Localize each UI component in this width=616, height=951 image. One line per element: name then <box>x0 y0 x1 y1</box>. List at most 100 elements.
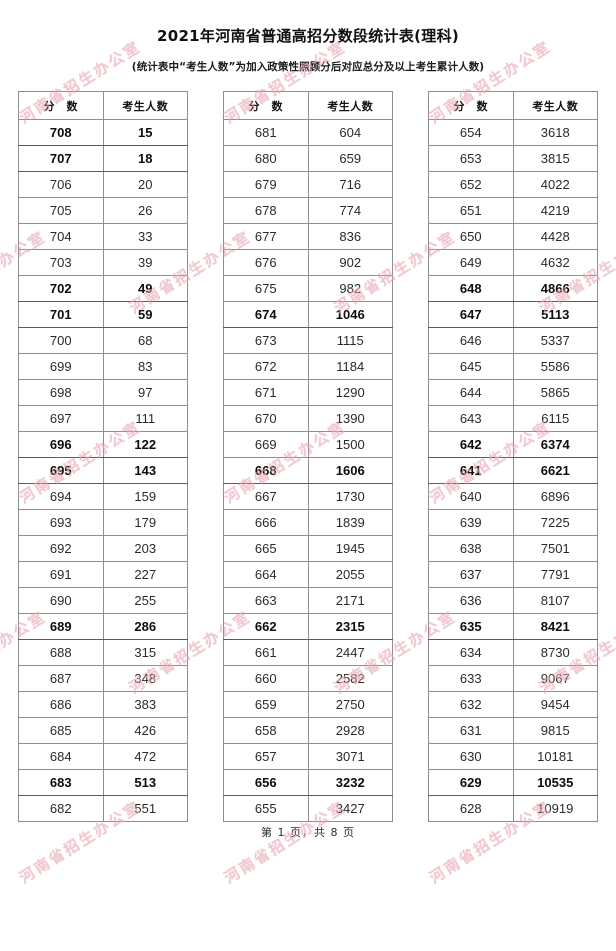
table-row: 653 3815 <box>428 145 598 172</box>
cell-score: 684 <box>18 743 104 770</box>
table-row: 666 1839 <box>223 509 393 536</box>
cell-count: 383 <box>102 691 188 718</box>
cell-score: 687 <box>18 665 104 692</box>
score-table-3: 分 数考生人数 654 3618 653 3815 652 4022 651 4219 650 44… <box>428 91 598 822</box>
cell-score: 638 <box>428 535 514 562</box>
cell-score: 685 <box>18 717 104 744</box>
table-row: 685 426 <box>18 717 188 744</box>
document-page: 河南省招生办公室 河南省招生办公室 河南省招生办公室 河南省招生办公室 河南省招生办公室… <box>0 27 616 887</box>
cell-count: 3618 <box>512 119 598 146</box>
table-row: 706 20 <box>18 171 188 198</box>
cell-score: 659 <box>223 691 309 718</box>
cell-score: 640 <box>428 483 514 510</box>
table-row: 668 1606 <box>223 457 393 484</box>
cell-count: 315 <box>102 639 188 666</box>
cell-count: 5865 <box>512 379 598 406</box>
table-row: 664 2055 <box>223 561 393 588</box>
cell-score: 677 <box>223 223 309 250</box>
cell-count: 2315 <box>307 613 393 640</box>
cell-count: 6896 <box>512 483 598 510</box>
cell-count: 4866 <box>512 275 598 302</box>
table-row: 697 111 <box>18 405 188 432</box>
table-row: 681 604 <box>223 119 393 146</box>
cell-count: 18 <box>102 145 188 172</box>
table-row: 696 122 <box>18 431 188 458</box>
cell-count: 7225 <box>512 509 598 536</box>
cell-score: 631 <box>428 717 514 744</box>
cell-score: 700 <box>18 327 104 354</box>
cell-count: 203 <box>102 535 188 562</box>
cell-score: 643 <box>428 405 514 432</box>
table-row: 669 1500 <box>223 431 393 458</box>
cell-count: 159 <box>102 483 188 510</box>
cell-count: 4632 <box>512 249 598 276</box>
table-row: 692 203 <box>18 535 188 562</box>
cell-count: 1945 <box>307 535 393 562</box>
cell-count: 227 <box>102 561 188 588</box>
table-row: 677 836 <box>223 223 393 250</box>
cell-count: 33 <box>102 223 188 250</box>
cell-count: 68 <box>102 327 188 354</box>
table-row: 640 6896 <box>428 483 598 510</box>
cell-score: 671 <box>223 379 309 406</box>
cell-score: 629 <box>428 769 514 796</box>
cell-score: 683 <box>18 769 104 796</box>
table-row: 667 1730 <box>223 483 393 510</box>
cell-score: 705 <box>18 197 104 224</box>
table-row: 671 1290 <box>223 379 393 406</box>
cell-count: 143 <box>102 457 188 484</box>
cell-count: 472 <box>102 743 188 770</box>
cell-count: 2582 <box>307 665 393 692</box>
cell-count: 9454 <box>512 691 598 718</box>
cell-count: 2171 <box>307 587 393 614</box>
table-row: 678 774 <box>223 197 393 224</box>
table-row: 698 97 <box>18 379 188 406</box>
table-row: 665 1945 <box>223 535 393 562</box>
table-row: 682 551 <box>18 795 188 822</box>
cell-count: 982 <box>307 275 393 302</box>
cell-score: 673 <box>223 327 309 354</box>
table-row: 649 4632 <box>428 249 598 276</box>
cell-count: 255 <box>102 587 188 614</box>
cell-score: 664 <box>223 561 309 588</box>
cell-count: 5113 <box>512 301 598 328</box>
cell-count: 551 <box>102 795 188 822</box>
table-row: 652 4022 <box>428 171 598 198</box>
table-row: 689 286 <box>18 613 188 640</box>
cell-count: 122 <box>102 431 188 458</box>
table-row: 708 15 <box>18 119 188 146</box>
cell-score: 699 <box>18 353 104 380</box>
cell-score: 697 <box>18 405 104 432</box>
cell-score: 662 <box>223 613 309 640</box>
cell-score: 694 <box>18 483 104 510</box>
cell-count: 2055 <box>307 561 393 588</box>
column-header-count: 考生人数 <box>102 91 188 120</box>
cell-score: 689 <box>18 613 104 640</box>
cell-count: 902 <box>307 249 393 276</box>
cell-score: 665 <box>223 535 309 562</box>
table-row: 687 348 <box>18 665 188 692</box>
cell-count: 3232 <box>307 769 393 796</box>
cell-score: 636 <box>428 587 514 614</box>
cell-score: 675 <box>223 275 309 302</box>
page-footer: 第 1 页，共 8 页 <box>261 826 355 839</box>
table-row: 676 902 <box>223 249 393 276</box>
cell-score: 634 <box>428 639 514 666</box>
cell-score: 658 <box>223 717 309 744</box>
cell-score: 680 <box>223 145 309 172</box>
table-row: 646 5337 <box>428 327 598 354</box>
table-row: 707 18 <box>18 145 188 172</box>
cell-count: 7501 <box>512 535 598 562</box>
column-header-score: 分 数 <box>428 91 514 120</box>
score-tables-container: 分 数考生人数 708 15 707 18 706 20 705 26 704 33 703 39 702… <box>0 91 616 822</box>
page-title: 2021年河南省普通高招分数段统计表(理科) <box>156 27 460 45</box>
cell-score: 704 <box>18 223 104 250</box>
cell-score: 698 <box>18 379 104 406</box>
cell-count: 6374 <box>512 431 598 458</box>
cell-count: 4219 <box>512 197 598 224</box>
cell-score: 654 <box>428 119 514 146</box>
cell-score: 641 <box>428 457 514 484</box>
cell-count: 836 <box>307 223 393 250</box>
cell-score: 679 <box>223 171 309 198</box>
cell-count: 774 <box>307 197 393 224</box>
